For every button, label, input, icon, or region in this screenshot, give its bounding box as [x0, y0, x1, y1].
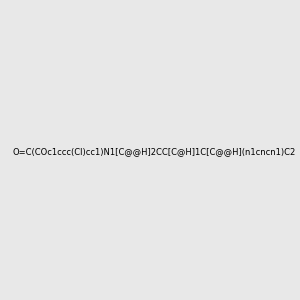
Text: O=C(COc1ccc(Cl)cc1)N1[C@@H]2CC[C@H]1C[C@@H](n1cncn1)C2: O=C(COc1ccc(Cl)cc1)N1[C@@H]2CC[C@H]1C[C@… — [12, 147, 296, 156]
